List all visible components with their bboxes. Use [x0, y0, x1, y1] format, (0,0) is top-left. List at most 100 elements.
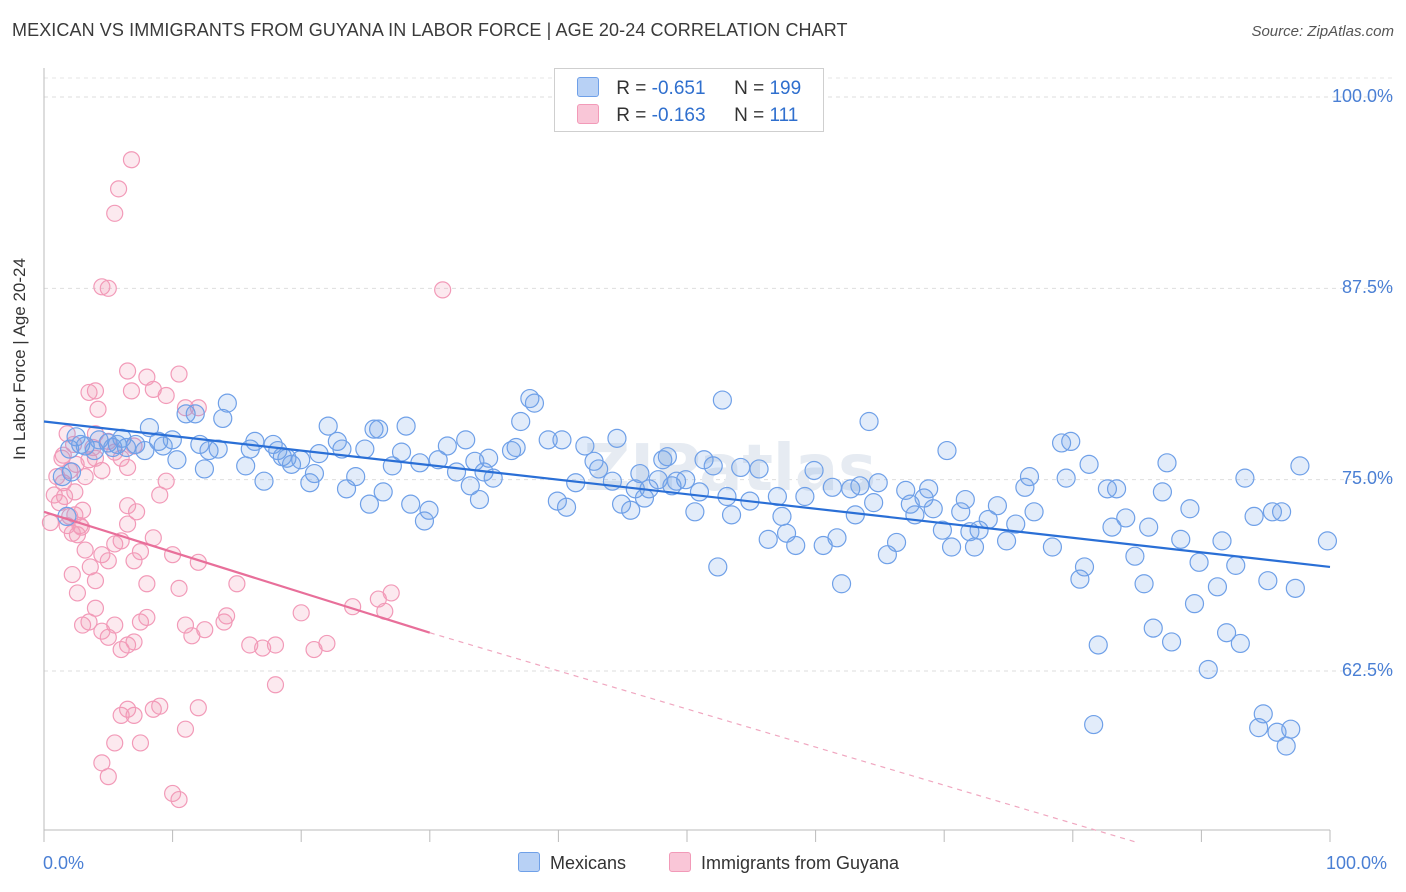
- guyana-point: [76, 468, 94, 486]
- mexican-point: [1244, 506, 1264, 527]
- guyana-point: [131, 543, 150, 561]
- guyana-point: [164, 784, 182, 803]
- mexican-point: [955, 489, 975, 510]
- mexican-point: [708, 557, 728, 577]
- guyana-point: [112, 706, 130, 724]
- mexican-point: [547, 491, 567, 511]
- mexican-point: [401, 494, 421, 514]
- mexican-point: [556, 497, 577, 517]
- mexican-point: [758, 529, 778, 549]
- guyana-point: [93, 754, 111, 772]
- mexican-point: [217, 393, 237, 413]
- mexican-point: [886, 532, 907, 553]
- mexican-point: [822, 477, 842, 497]
- legend-n-value: 199: [769, 78, 802, 99]
- guyana-point: [176, 720, 195, 738]
- bottom-legend-label: Immigrants from Guyana: [701, 853, 900, 873]
- legend-swatch-blue: [577, 77, 599, 97]
- guyana-point: [86, 599, 105, 617]
- mexican-point: [630, 463, 650, 484]
- guyana-point: [151, 486, 169, 504]
- x-tick-label-max: 100.0%: [1326, 853, 1388, 873]
- mexican-point: [996, 531, 1017, 551]
- mexican-point: [364, 419, 384, 439]
- guyana-point: [118, 362, 137, 380]
- mexican-point: [1074, 557, 1095, 577]
- mexican-point: [1079, 454, 1099, 474]
- guyana-point: [138, 575, 156, 593]
- guyana-point: [93, 278, 111, 296]
- mexican-point: [396, 416, 416, 436]
- bottom-legend-swatch-blue: [518, 852, 540, 872]
- mexican-point: [1226, 555, 1246, 575]
- mexican-point: [1184, 594, 1205, 614]
- mexican-point: [456, 430, 476, 450]
- mexican-point: [859, 411, 879, 432]
- guyana-point: [118, 497, 137, 515]
- mexican-point: [1125, 546, 1145, 566]
- mexican-point: [61, 462, 82, 482]
- mexican-point: [1189, 552, 1209, 572]
- mexican-point: [923, 499, 943, 519]
- guyana-point: [106, 734, 124, 752]
- mexican-point: [589, 459, 609, 479]
- mexican-point: [1084, 714, 1104, 735]
- mexican-point: [52, 467, 72, 487]
- legend-n-label: N =: [734, 78, 770, 99]
- mexican-point: [1317, 531, 1338, 551]
- guyana-point: [131, 734, 150, 752]
- guyana-point: [55, 487, 74, 506]
- guyana-point: [41, 513, 60, 532]
- mexican-point: [937, 440, 957, 461]
- mexican-point: [1024, 502, 1044, 522]
- mexican-point: [694, 450, 714, 470]
- y-tick-label: 87.5%: [1341, 277, 1393, 297]
- mexican-point: [460, 476, 480, 496]
- mexican-point: [479, 448, 499, 468]
- mexican-point: [1088, 635, 1108, 655]
- legend-row-mexicans: R = -0.651 N = 199: [577, 77, 801, 100]
- legend-r-label: R =: [616, 78, 652, 99]
- mexican-point: [300, 473, 320, 493]
- mexican-point: [731, 457, 751, 478]
- mexican-point: [254, 471, 274, 491]
- mexican-point: [437, 436, 457, 456]
- mexican-point: [1276, 736, 1296, 756]
- mexican-point: [850, 476, 870, 496]
- guyana-point: [266, 676, 285, 694]
- mexican-point: [607, 428, 627, 448]
- mexican-point: [291, 450, 311, 470]
- guyana-point: [318, 634, 336, 653]
- mexican-point: [281, 454, 302, 474]
- guyana-point: [241, 636, 259, 654]
- guyana-point: [68, 584, 87, 602]
- mexican-point: [1258, 571, 1278, 591]
- mexican-point: [1271, 502, 1292, 522]
- guyana-point: [106, 204, 124, 222]
- mexican-point: [611, 494, 632, 514]
- mexican-point: [941, 537, 962, 557]
- mexican-point: [1212, 531, 1232, 551]
- bottom-legend-mexicans: Mexicans: [518, 852, 626, 874]
- mexican-point: [685, 502, 705, 522]
- mexican-point: [1230, 633, 1250, 654]
- mexican-point: [749, 459, 769, 479]
- mexican-point: [1253, 704, 1273, 724]
- guyana-point: [125, 633, 143, 651]
- mexican-point: [359, 494, 380, 514]
- legend-r-label: R =: [616, 105, 652, 126]
- mexican-point: [511, 411, 531, 432]
- mexican-point: [1143, 618, 1163, 638]
- mexican-point: [1207, 577, 1228, 597]
- legend-n-value: 111: [769, 105, 799, 126]
- source-label: Source: ZipAtlas.com: [1251, 23, 1394, 40]
- guyana-point: [122, 151, 141, 169]
- guyana-point: [118, 515, 137, 533]
- mexican-point: [676, 470, 696, 490]
- guyana-point: [170, 579, 188, 597]
- mexican-point: [919, 479, 939, 499]
- guyana-point: [127, 503, 146, 521]
- mexican-point: [332, 439, 352, 459]
- guyana-point: [106, 616, 124, 634]
